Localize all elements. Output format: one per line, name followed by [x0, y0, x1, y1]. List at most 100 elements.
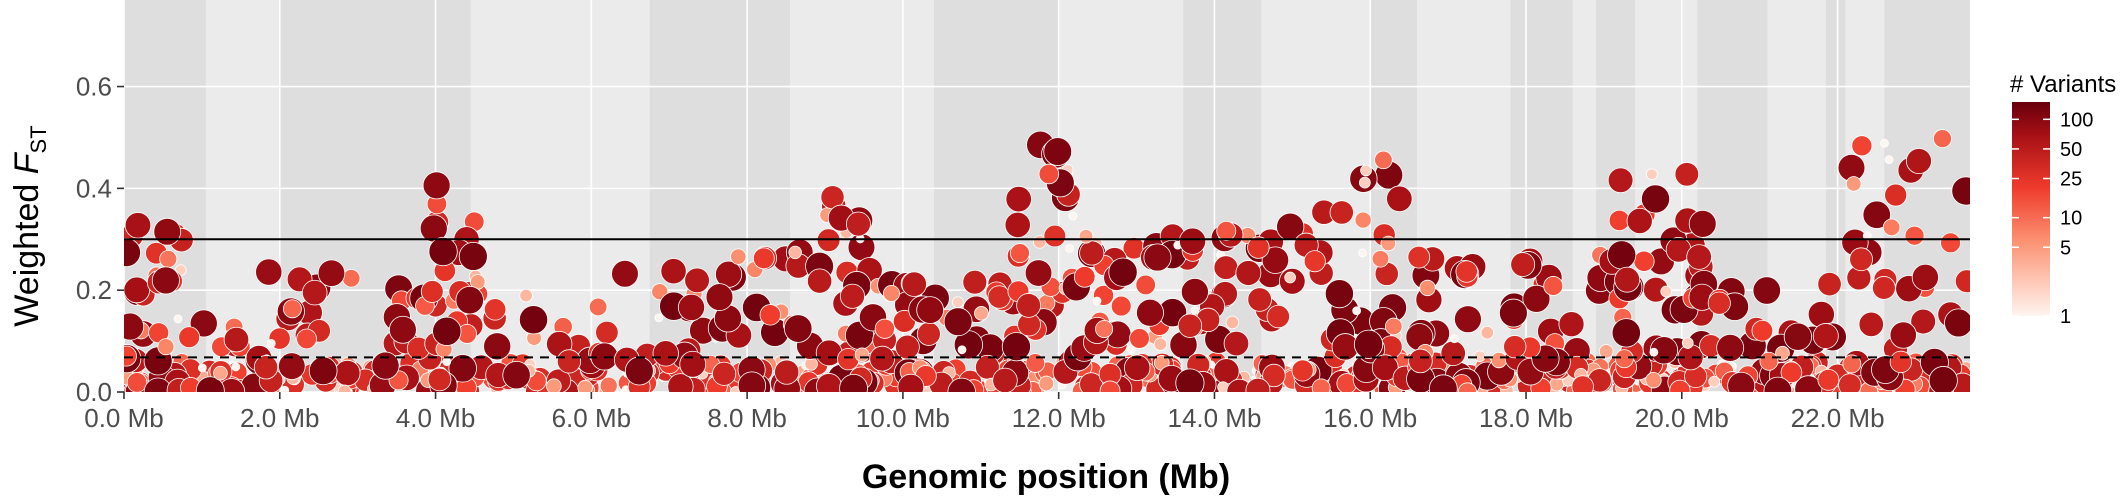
data-point [1669, 379, 1691, 392]
data-point [1607, 167, 1634, 194]
y-axis-title-italic: F [8, 151, 46, 174]
data-point [1889, 321, 1917, 349]
legend-label: 25 [2060, 169, 2082, 191]
data-point [1095, 319, 1114, 339]
data-point [1940, 232, 1961, 254]
data-point [677, 293, 706, 321]
legend: # Variants 100 50 25 10 5 1 [2010, 71, 2116, 328]
data-point [1068, 211, 1078, 221]
y-tick-label: 0.6 [76, 72, 112, 102]
data-point [151, 266, 180, 295]
data-point [1458, 382, 1477, 392]
data-point [1005, 185, 1032, 213]
data-point [1223, 330, 1250, 357]
data-point [1190, 306, 1200, 315]
data-point [916, 296, 945, 324]
data-point [774, 359, 800, 385]
x-tick-label: 12.0 Mb [1012, 403, 1106, 433]
data-point [1454, 305, 1482, 334]
data-point [1490, 351, 1508, 369]
data-point [173, 314, 183, 324]
data-point [752, 247, 775, 270]
data-point [705, 283, 734, 311]
data-point [519, 288, 533, 303]
data-point [1284, 271, 1296, 284]
data-point [895, 334, 920, 360]
data-point [1099, 380, 1121, 392]
data-point [1129, 328, 1150, 349]
data-point [1004, 211, 1031, 239]
data-point [317, 259, 346, 287]
data-point [1408, 348, 1433, 374]
data-point [1889, 350, 1912, 374]
data-point [654, 313, 664, 323]
data-point [458, 241, 488, 271]
data-point [1503, 335, 1527, 359]
data-point [1944, 308, 1970, 338]
data-point [1641, 184, 1671, 214]
data-point [442, 357, 452, 367]
data-point [957, 345, 967, 355]
data-point [712, 361, 737, 386]
data-point [1862, 200, 1891, 229]
y-tick-label: 0.2 [76, 275, 112, 305]
data-point [1904, 225, 1925, 246]
data-point [1763, 376, 1793, 392]
data-point [788, 245, 802, 260]
y-tick-label: 0.0 [76, 377, 112, 407]
data-point [1842, 354, 1862, 374]
data-point [882, 285, 900, 302]
y-axis-title: Weighted FST [8, 125, 51, 326]
data-point [1759, 351, 1779, 371]
data-point [1123, 354, 1151, 381]
data-point [124, 276, 151, 304]
data-point [1016, 293, 1042, 318]
data-point [759, 304, 781, 326]
data-point [1688, 209, 1717, 238]
data-point [432, 316, 462, 346]
data-point [153, 217, 182, 246]
data-point [1043, 137, 1073, 166]
data-point [1598, 344, 1614, 359]
data-point [334, 359, 361, 387]
data-point [1872, 276, 1896, 300]
data-point [962, 269, 988, 295]
data-point [1136, 298, 1164, 327]
data-point [422, 171, 451, 200]
data-point [1213, 255, 1239, 280]
data-point [1180, 277, 1209, 306]
data-point [1707, 291, 1731, 315]
data-point [901, 271, 927, 297]
data-point [266, 339, 276, 348]
data-point [854, 347, 870, 363]
data-point [1880, 138, 1889, 148]
data-point [1065, 244, 1074, 253]
y-axis-title-prefix: Weighted [8, 174, 46, 326]
data-point [1884, 183, 1908, 207]
threshold-lines [124, 238, 1970, 359]
y-axis-title-sub: ST [26, 125, 51, 153]
data-point [874, 318, 895, 339]
data-point [1073, 266, 1096, 288]
data-point [255, 258, 283, 286]
data-point [1455, 260, 1478, 283]
data-point [518, 305, 549, 335]
data-point [213, 365, 228, 381]
data-point [1078, 228, 1094, 244]
data-point [124, 212, 152, 239]
data-point [1384, 317, 1403, 336]
data-point [1235, 260, 1262, 286]
data-point [1428, 374, 1458, 392]
data-point [1905, 148, 1932, 174]
data-point [1716, 333, 1745, 362]
data-point [1614, 349, 1634, 369]
data-point [1660, 285, 1673, 298]
data-point [1374, 150, 1393, 170]
data-point [845, 211, 871, 237]
data-point [987, 285, 1011, 309]
data-point [1911, 263, 1939, 292]
x-tick-label: 18.0 Mb [1479, 403, 1573, 433]
data-point [595, 320, 619, 345]
data-point [157, 338, 175, 356]
legend-label: 5 [2060, 237, 2071, 259]
